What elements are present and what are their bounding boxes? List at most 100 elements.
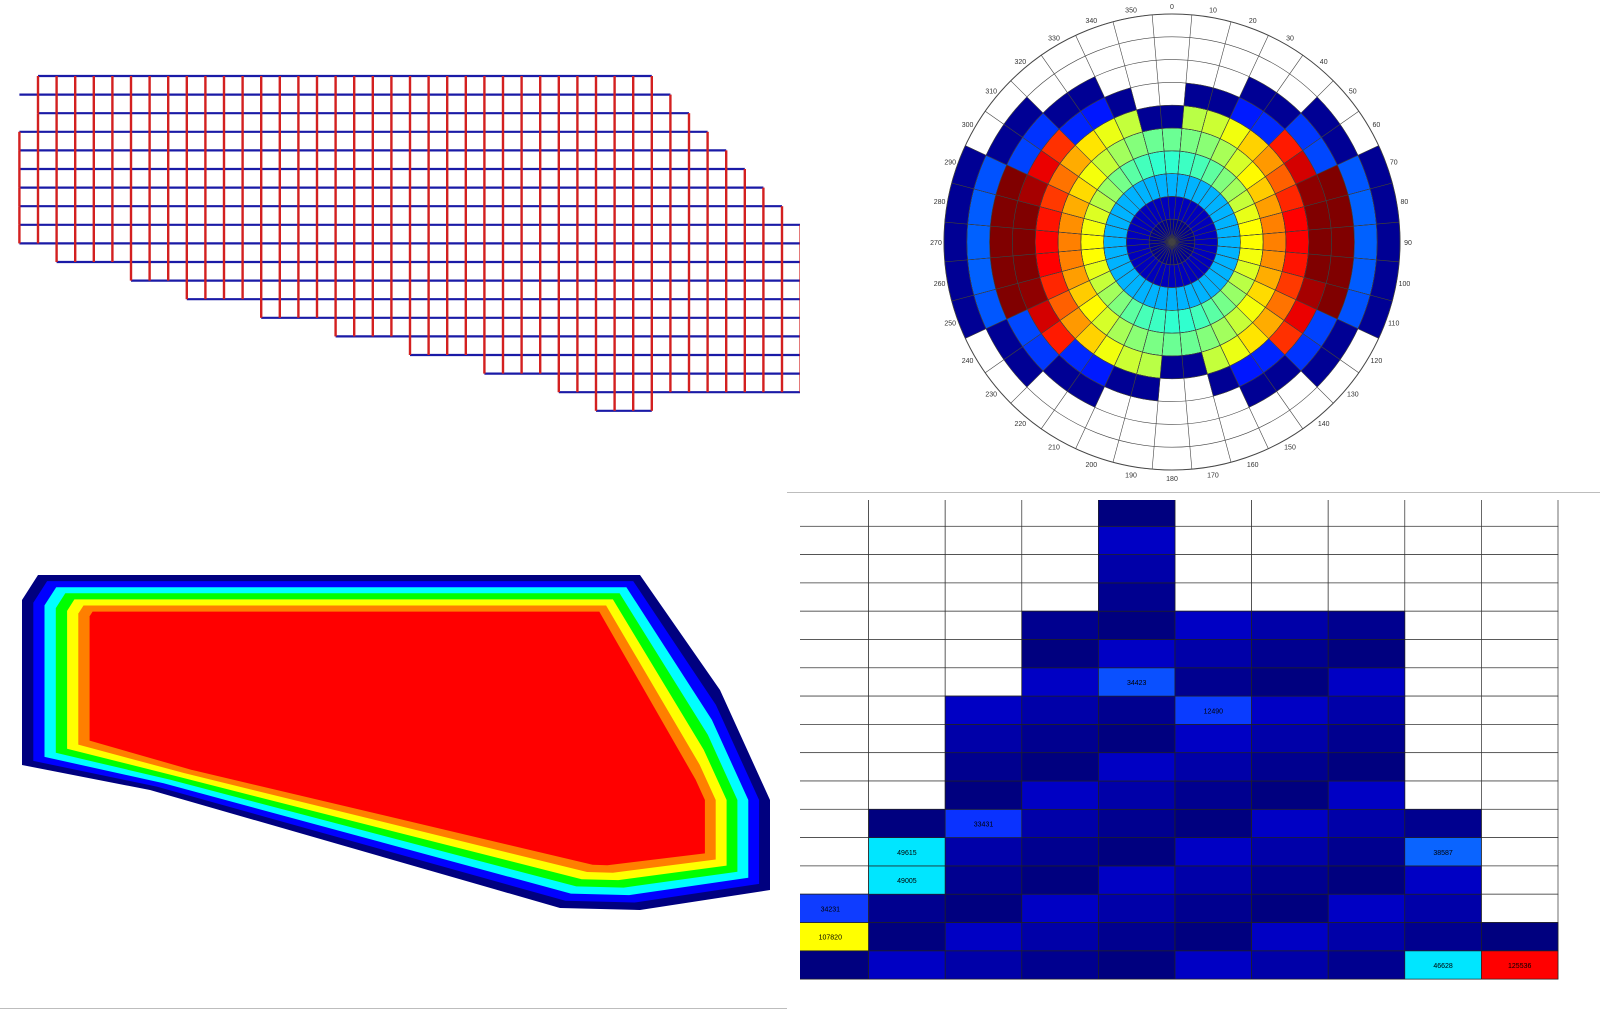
histogram-cell [800,893,869,923]
rose-angle-label: 30 [1286,36,1294,43]
grid-cell-empty [1327,582,1406,612]
grid-cell-empty [1251,500,1329,527]
rose-angle-label: 270 [930,240,942,247]
histogram-cell [868,893,946,923]
histogram-cell [1021,865,1099,895]
rose-ring [966,36,1378,448]
rose-spoke [1171,241,1393,302]
histogram-cell [1098,695,1176,725]
rose-ring [1057,127,1287,357]
histogram-cell-value: 34423 [1127,680,1147,687]
histogram-cell [1404,837,1482,867]
rose-ring [1148,218,1196,266]
histogram-cell [1021,780,1099,810]
histogram-cell [1251,950,1329,980]
histogram-cell [1251,639,1329,669]
rose-spoke [965,241,1173,339]
rose-cell [1159,104,1185,129]
grid-cell-empty [944,639,1023,669]
histogram-cell [1251,808,1329,838]
rose-spoke [1171,241,1193,470]
grid-cell-empty [1021,582,1099,612]
histogram-cell [1251,724,1329,754]
histogram-cell [1021,922,1099,952]
grid-cell-empty [1481,639,1559,669]
grid-cell-empty [800,554,869,584]
rose-spoke [1171,241,1359,374]
histogram-cell [1021,639,1099,669]
histogram-cell [944,922,1023,952]
histogram-cell [1021,695,1099,725]
histogram-cell [944,752,1023,782]
histogram-grid-panel: 107820 34231 49005 49615 33431 34423 12490 4662… [800,500,1600,1012]
rose-spoke [1010,80,1173,243]
rose-spoke [951,241,1173,302]
grid-cell-empty [1404,639,1482,669]
grid-cell-empty [800,808,869,838]
distance-heatmap-panel [0,500,800,1012]
histogram-cell [1098,950,1176,980]
grid-cell-empty [1021,525,1099,555]
rose-angle-label: 60 [1372,122,1380,129]
histogram-cell [800,922,869,952]
histogram-cell [1327,837,1406,867]
grid-cell-empty [1327,525,1406,555]
grid-cell-empty [1481,582,1559,612]
histogram-cell-value: 38587 [1433,850,1453,857]
rose-cell [1308,227,1332,257]
grid-cell-empty [1481,893,1559,923]
histogram-cell [944,724,1023,754]
histogram-cell [1174,865,1252,895]
rose-ring [943,13,1401,471]
histogram-cell [1021,950,1099,980]
histogram-cell [1404,950,1482,980]
histogram-cell [1251,922,1329,952]
histogram-cell [1251,865,1329,895]
grid-cell-empty [800,667,869,697]
histogram-cell [1098,554,1176,584]
rose-spoke [1075,35,1173,243]
rose-cell [1376,221,1401,263]
grid-cell-empty [800,582,869,612]
rose-spoke [1171,241,1379,339]
rose-spoke [1171,221,1400,243]
grid-cell-empty [1021,500,1099,527]
histogram-cell [1098,582,1176,612]
rose-angle-label: 140 [1318,421,1330,428]
rose-spoke [1112,21,1173,243]
grid-cell-empty [1404,780,1482,810]
rose-spoke [1171,241,1334,404]
grid-cell-empty [1404,554,1482,584]
histogram-cell [1098,639,1176,669]
grid-cell-empty [1481,837,1559,867]
rose-angle-label: 180 [1166,476,1178,483]
rose-angle-label: 20 [1249,18,1257,25]
grid-cell-empty [1481,667,1559,697]
rose-cell [1012,227,1036,257]
grid-cell-empty [1404,525,1482,555]
histogram-cell [868,922,946,952]
histogram-cell [1174,695,1252,725]
fault-grid-chart [18,74,800,412]
histogram-cell [1327,752,1406,782]
rose-cell [1239,233,1264,251]
grid-cell-empty [868,695,946,725]
rose-cell [1034,229,1059,255]
histogram-cell [1481,950,1559,980]
histogram-cell [944,808,1023,838]
grid-cell-empty [1481,865,1559,895]
grid-cell-empty [1174,582,1252,612]
grid-cell-empty [1481,780,1559,810]
rose-angle-label: 350 [1125,8,1137,15]
histogram-cell [944,950,1023,980]
rose-cell [1057,231,1082,253]
rose-spoke [1171,241,1269,449]
rose-spoke [1171,55,1304,243]
grid-cell-empty [1481,525,1559,555]
histogram-cell [1098,525,1176,555]
rose-angle-label: 220 [1014,421,1026,428]
grid-cell-empty [1481,610,1559,640]
histogram-cell [1327,610,1406,640]
histogram-cell [1404,808,1482,838]
histogram-cell [868,808,946,838]
